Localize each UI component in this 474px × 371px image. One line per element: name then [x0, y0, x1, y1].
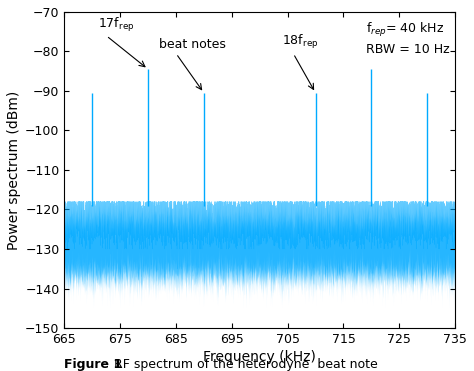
Text: beat notes: beat notes — [159, 39, 226, 52]
Text: 18f$_{\mathregular{rep}}$: 18f$_{\mathregular{rep}}$ — [282, 33, 319, 52]
Text: f$_{rep}$= 40 kHz
RBW = 10 Hz: f$_{rep}$= 40 kHz RBW = 10 Hz — [365, 22, 449, 56]
Text: RF spectrum of the heterodyne  beat note: RF spectrum of the heterodyne beat note — [114, 358, 378, 371]
Text: 17f$_{\mathregular{rep}}$: 17f$_{\mathregular{rep}}$ — [98, 16, 134, 34]
Y-axis label: Power spectrum (dBm): Power spectrum (dBm) — [7, 91, 21, 250]
X-axis label: Frequency (kHz): Frequency (kHz) — [203, 350, 316, 364]
Text: Figure 1: Figure 1 — [64, 358, 127, 371]
